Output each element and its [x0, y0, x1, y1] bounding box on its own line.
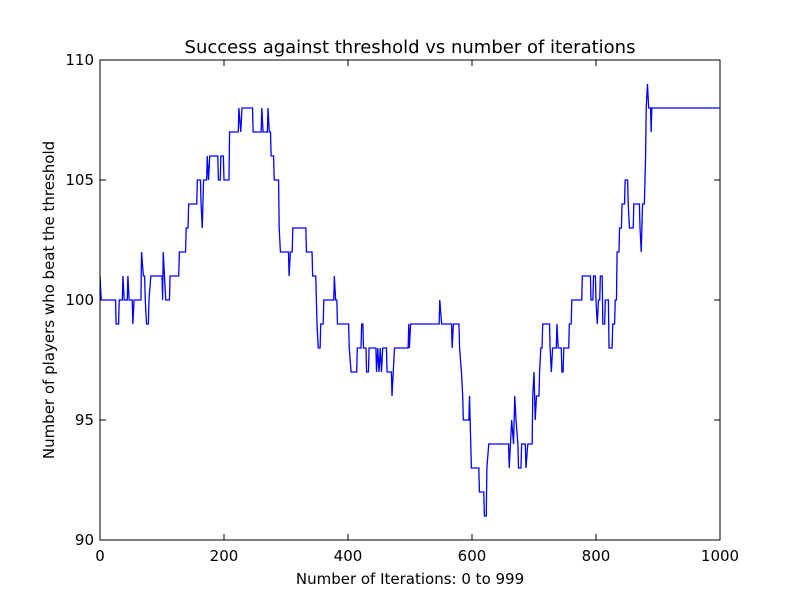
x-tick-label: 1000 [701, 547, 739, 565]
y-tick-label: 90 [75, 531, 94, 549]
y-tick-label: 110 [65, 51, 94, 69]
x-tick-label: 0 [95, 547, 105, 565]
chart-title: Success against threshold vs number of i… [185, 37, 636, 58]
x-tick-label: 400 [334, 547, 363, 565]
x-tick-label: 200 [210, 547, 239, 565]
x-tick-label: 800 [582, 547, 611, 565]
y-tick-label: 95 [75, 411, 94, 429]
x-tick-label: 600 [458, 547, 487, 565]
y-tick-label: 105 [65, 171, 94, 189]
y-tick-label: 100 [65, 291, 94, 309]
y-axis-label: Number of players who beat the threshold [40, 141, 58, 459]
x-axis-label: Number of Iterations: 0 to 999 [296, 570, 524, 588]
